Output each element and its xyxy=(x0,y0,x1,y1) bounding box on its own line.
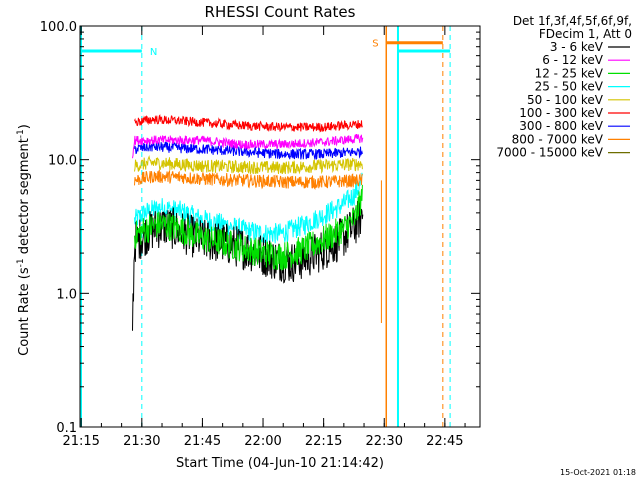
legend: Det 1f,3f,4f,5f,6f,9f, FDecim 1, Att 0 3… xyxy=(496,14,632,160)
saa-label: S xyxy=(372,39,378,50)
x-tick-label: 22:45 xyxy=(426,434,463,449)
series-line-5 xyxy=(134,114,363,133)
legend-label-7: 800 - 7000 keV xyxy=(512,132,604,146)
x-axis-label: Start Time (04-Jun-10 21:14:42) xyxy=(176,456,384,471)
series-line-1 xyxy=(132,134,364,159)
y-tick-label: 0.1 xyxy=(56,421,77,436)
y-label-sup2: -1 xyxy=(16,129,26,138)
series-line-7 xyxy=(134,169,363,191)
x-tick-label: 21:15 xyxy=(62,434,99,449)
legend-label-4: 50 - 100 keV xyxy=(527,93,604,107)
legend-label-1: 6 - 12 keV xyxy=(542,53,604,67)
legend-label-0: 3 - 6 keV xyxy=(550,40,604,54)
legend-label-6: 300 - 800 keV xyxy=(519,119,603,133)
y-label-end: ) xyxy=(17,124,32,129)
axes: 21:15 21:30 21:45 22:00 22:15 22:30 22:45 0.1 1.… xyxy=(40,20,481,449)
y-tick-label: 100.0 xyxy=(40,20,77,35)
series-line-2 xyxy=(134,184,363,271)
night-label: N xyxy=(150,47,157,58)
series-line-6 xyxy=(134,141,363,160)
y-tick-label: 1.0 xyxy=(56,287,77,302)
chart-title: RHESSI Count Rates xyxy=(205,3,356,21)
y-label-main: Count Rate (s xyxy=(17,267,32,356)
x-tick-label: 22:30 xyxy=(366,434,403,449)
plot-frame xyxy=(79,25,481,428)
legend-label-3: 25 - 50 keV xyxy=(535,80,604,94)
legend-label-5: 100 - 300 keV xyxy=(519,106,603,120)
legend-label-2: 12 - 25 keV xyxy=(535,66,604,80)
x-tick-label: 22:15 xyxy=(305,434,342,449)
legend-label-8: 7000 - 15000 keV xyxy=(496,146,603,160)
x-tick-label: 21:30 xyxy=(123,434,160,449)
y-axis-label: Count Rate (s-1 detector segment-1) xyxy=(16,124,32,356)
y-label-mid: detector segment xyxy=(17,138,32,258)
y-label-sup1: -1 xyxy=(16,258,26,267)
timestamp: 15-Oct-2021 01:18 xyxy=(560,468,636,477)
x-tick-label: 22:00 xyxy=(244,434,281,449)
series-line-3 xyxy=(134,172,363,244)
series-line-4 xyxy=(134,155,363,175)
legend-header-line-1: Det 1f,3f,4f,5f,6f,9f, xyxy=(513,14,632,28)
legend-header-line-2: FDecim 1, Att 0 xyxy=(539,27,632,41)
y-tick-label: 10.0 xyxy=(48,154,77,169)
x-tick-label: 21:45 xyxy=(184,434,221,449)
plot-area: NS xyxy=(80,26,451,427)
